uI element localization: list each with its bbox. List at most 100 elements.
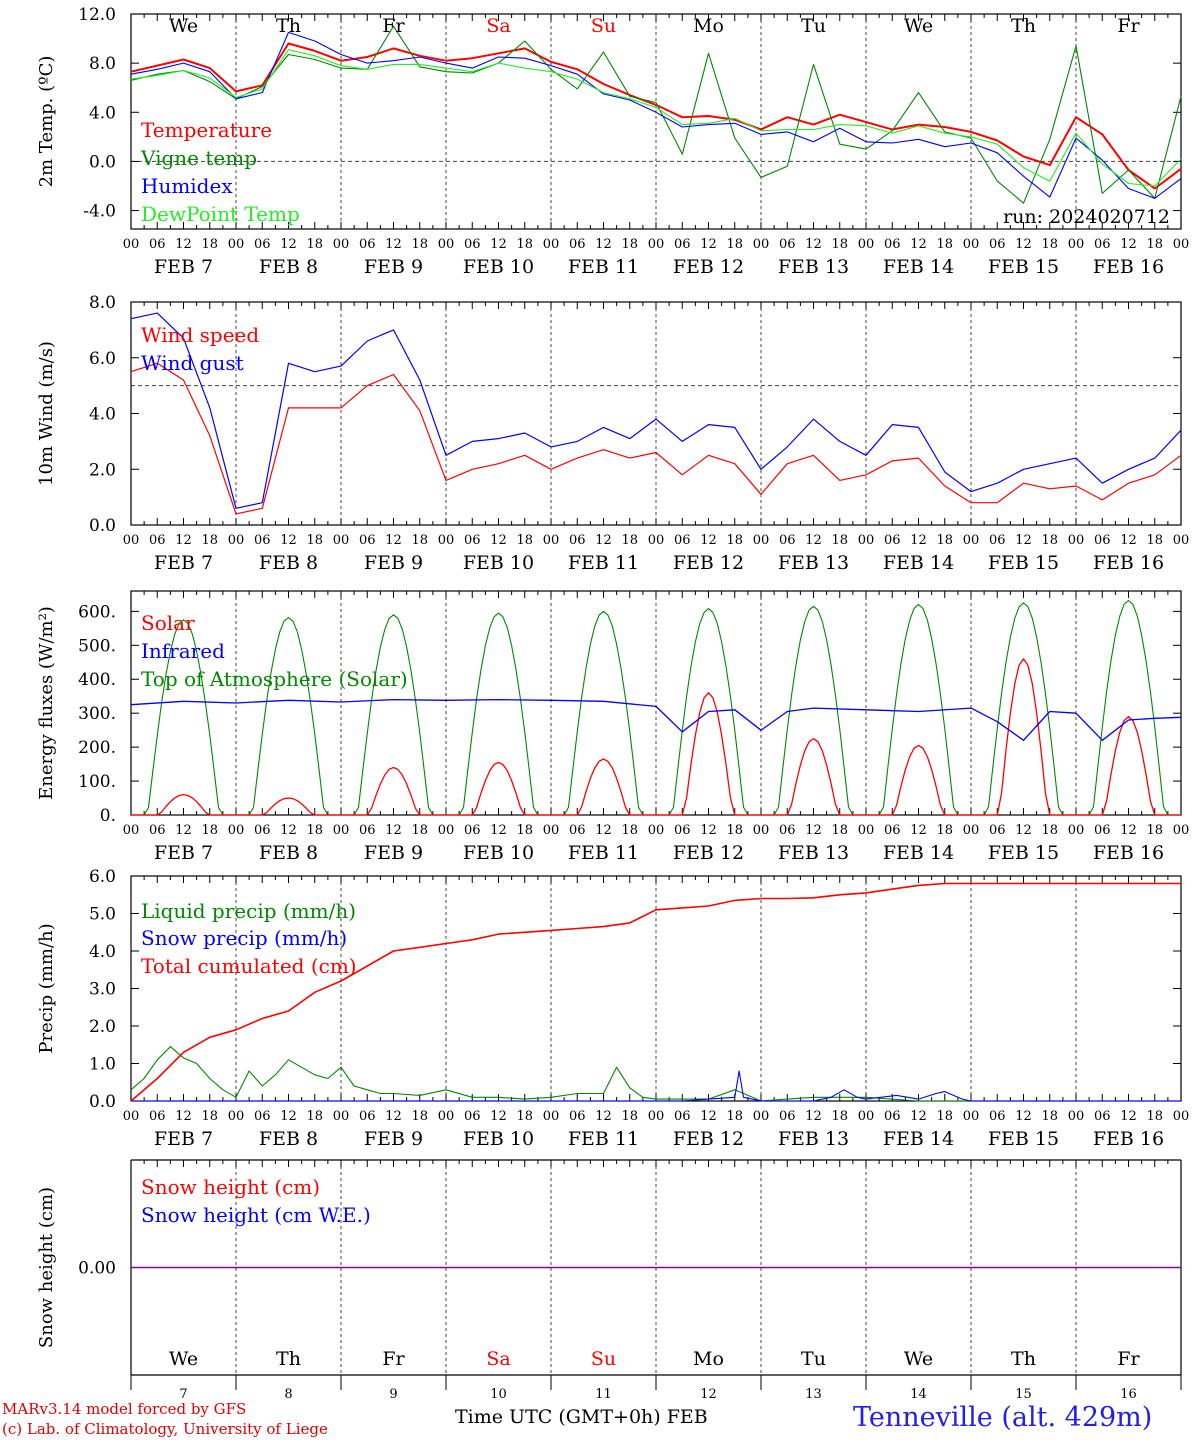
hour-tick-label: 12 bbox=[1120, 533, 1137, 548]
hour-tick-label: 12 bbox=[1015, 823, 1032, 838]
legend-entry: Snow height (cm) bbox=[141, 1175, 320, 1199]
weekday-label: We bbox=[169, 15, 198, 37]
day-number-label: 12 bbox=[700, 1387, 717, 1402]
series-line bbox=[130, 49, 1182, 187]
series-line bbox=[130, 1046, 1181, 1102]
hour-tick-label: 00 bbox=[963, 823, 980, 838]
hour-tick-label: 12 bbox=[700, 823, 717, 838]
weekday-label: Th bbox=[276, 15, 301, 37]
hour-tick-label: 18 bbox=[516, 237, 533, 252]
hour-tick-label: 12 bbox=[595, 533, 612, 548]
hour-tick-label: 18 bbox=[306, 237, 323, 252]
hour-tick-label: 06 bbox=[674, 533, 691, 548]
hour-tick-label: 18 bbox=[621, 533, 638, 548]
date-label: FEB 9 bbox=[364, 552, 423, 574]
hour-tick-label: 00 bbox=[1068, 237, 1085, 252]
y-tick-label: 0.00 bbox=[78, 1259, 116, 1279]
legend-entry: Liquid precip (mm/h) bbox=[141, 899, 356, 923]
day-number-label: 8 bbox=[284, 1387, 292, 1402]
date-label: FEB 9 bbox=[364, 842, 423, 864]
y-tick-label: 8.0 bbox=[89, 293, 116, 313]
date-label: FEB 13 bbox=[778, 552, 849, 574]
hour-tick-label: 00 bbox=[753, 237, 770, 252]
hour-tick-label: 12 bbox=[910, 823, 927, 838]
date-label: FEB 10 bbox=[463, 842, 534, 864]
day-number-label: 10 bbox=[490, 1387, 507, 1402]
date-label: FEB 16 bbox=[1093, 256, 1164, 278]
weekday-label: Fr bbox=[1117, 15, 1140, 37]
date-label: FEB 12 bbox=[673, 256, 744, 278]
hour-tick-label: 12 bbox=[280, 533, 297, 548]
hour-tick-label: 12 bbox=[385, 823, 402, 838]
hour-tick-label: 00 bbox=[228, 823, 245, 838]
hour-tick-label: 06 bbox=[254, 533, 271, 548]
hour-tick-label: 00 bbox=[858, 237, 875, 252]
y-tick-label: 5.0 bbox=[89, 905, 116, 925]
hour-tick-label: 00 bbox=[1068, 1109, 1085, 1124]
hour-tick-label: 18 bbox=[1041, 237, 1058, 252]
hour-tick-label: 18 bbox=[1146, 1109, 1163, 1124]
hour-tick-label: 06 bbox=[989, 823, 1006, 838]
y-axis-label: 2m Temp. (ºC) bbox=[36, 56, 57, 188]
y-tick-label: 4.0 bbox=[89, 103, 116, 123]
hour-tick-label: 00 bbox=[333, 533, 350, 548]
hour-tick-label: 06 bbox=[1094, 533, 1111, 548]
y-axis-label: Snow height (cm) bbox=[36, 1187, 57, 1348]
date-label: FEB 10 bbox=[463, 552, 534, 574]
panel-1 bbox=[130, 13, 1182, 230]
y-tick-label: 500. bbox=[78, 636, 116, 656]
y-tick-label: 600. bbox=[78, 602, 116, 622]
hour-tick-label: 12 bbox=[595, 823, 612, 838]
hour-tick-label: 06 bbox=[989, 237, 1006, 252]
hour-tick-label: 06 bbox=[779, 237, 796, 252]
y-tick-label: 4.0 bbox=[89, 942, 116, 962]
hour-tick-label: 18 bbox=[831, 533, 848, 548]
day-number-label: 13 bbox=[805, 1387, 822, 1402]
hour-tick-label: 18 bbox=[516, 533, 533, 548]
hour-tick-label: 18 bbox=[831, 237, 848, 252]
plot-frame bbox=[130, 301, 1182, 526]
hour-tick-label: 00 bbox=[963, 237, 980, 252]
day-number-label: 15 bbox=[1015, 1387, 1032, 1402]
panel-3 bbox=[130, 590, 1182, 816]
hour-tick-label: 12 bbox=[1120, 237, 1137, 252]
hour-tick-label: 18 bbox=[306, 823, 323, 838]
y-tick-label: 1.0 bbox=[89, 1055, 116, 1075]
date-label: FEB 16 bbox=[1093, 552, 1164, 574]
run-annotation: run: 2024020712 bbox=[1003, 206, 1170, 228]
hour-tick-label: 18 bbox=[621, 1109, 638, 1124]
plot-frame bbox=[130, 590, 1182, 816]
series-line bbox=[131, 1070, 1181, 1102]
legend-entry: Solar bbox=[141, 611, 195, 635]
y-tick-label: 12.0 bbox=[78, 5, 116, 25]
hour-tick-label: 00 bbox=[858, 1109, 875, 1124]
date-label: FEB 7 bbox=[154, 552, 213, 574]
panel-2 bbox=[130, 301, 1182, 526]
hour-tick-label: 18 bbox=[831, 823, 848, 838]
weekday-label: Tu bbox=[801, 15, 826, 37]
date-label: FEB 10 bbox=[463, 256, 534, 278]
hour-tick-label: 06 bbox=[569, 823, 586, 838]
weekday-label: We bbox=[904, 15, 933, 37]
date-label: FEB 7 bbox=[154, 1128, 213, 1150]
day-number-label: 7 bbox=[179, 1387, 187, 1402]
series-line bbox=[130, 698, 1182, 741]
series-line bbox=[131, 658, 1181, 816]
hour-tick-label: 00 bbox=[438, 237, 455, 252]
hour-tick-label: 06 bbox=[674, 823, 691, 838]
weekday-label: Su bbox=[591, 15, 616, 37]
hour-tick-label: 06 bbox=[359, 823, 376, 838]
date-label: FEB 7 bbox=[154, 256, 213, 278]
weekday-label: Sa bbox=[486, 15, 510, 37]
x-axis-title: Time UTC (GMT+0h) FEB bbox=[455, 1406, 708, 1428]
hour-tick-label: 06 bbox=[674, 237, 691, 252]
hour-tick-label: 06 bbox=[569, 237, 586, 252]
weekday-label: Tu bbox=[801, 1348, 826, 1370]
hour-tick-label: 18 bbox=[621, 823, 638, 838]
hour-tick-label: 12 bbox=[910, 237, 927, 252]
hour-tick-label: 12 bbox=[910, 533, 927, 548]
hour-tick-label: 00 bbox=[228, 237, 245, 252]
hour-tick-label: 12 bbox=[805, 533, 822, 548]
date-label: FEB 16 bbox=[1093, 842, 1164, 864]
hour-tick-label: 12 bbox=[595, 1109, 612, 1124]
